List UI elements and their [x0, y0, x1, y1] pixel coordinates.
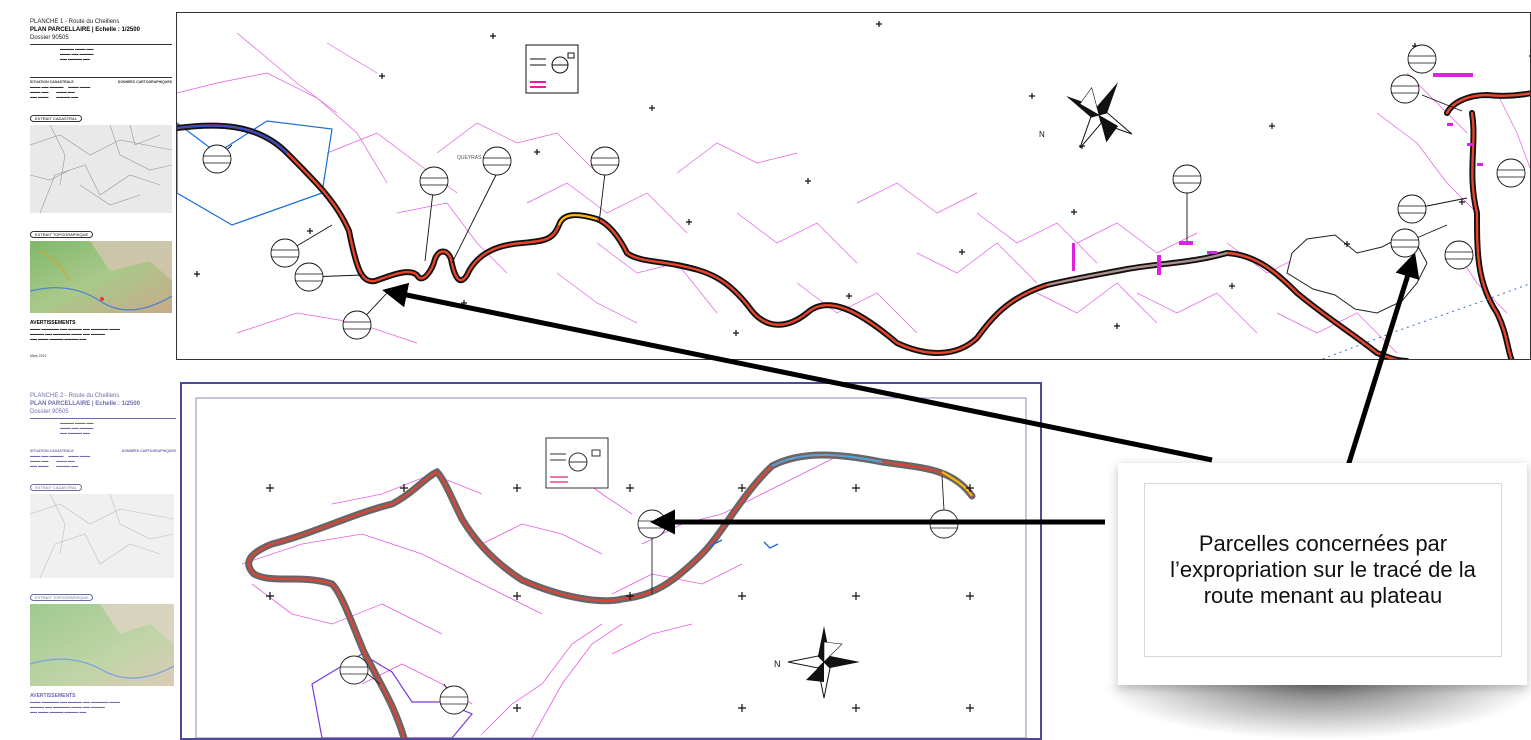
top-map-frame: N QUEYRAS	[176, 12, 1531, 360]
top-road-section-yellow	[558, 214, 598, 226]
bottom-avertissements-text: ▬▬▬ ▬▬▬▬▬ ▬▬ ▬▬▬▬ ▬▬ ▬▬▬▬▬ ▬▬▬ ▬▬▬▬ ▬▬ ▬▬…	[30, 700, 120, 714]
top-avertissements: AVERTISSEMENTS	[30, 320, 76, 326]
parcel-circle	[590, 146, 620, 176]
parcel-circle	[439, 685, 469, 715]
bottom-plan-title: PLAN PARCELLAIRE | Echelle : 1/2500	[30, 401, 140, 407]
parcel-circle	[929, 509, 959, 539]
top-parcel-callouts	[202, 44, 1526, 340]
bottom-cadastre-table: ▬▬▬ ▬▬ ▬▬▬▬ ▬▬▬ ▬▬▬ ▬▬▬ ▬▬ ▬▬▬ ▬▬ ▬▬ ▬▬▬ ▬…	[30, 454, 91, 468]
top-dossier: Dossier 90505	[30, 35, 69, 41]
parcel-circle	[1172, 164, 1202, 194]
divider	[30, 418, 176, 419]
top-extrait-topo-label: EXTRAIT TOPOGRAPHIQUE	[30, 231, 94, 238]
parcel-circle	[294, 262, 324, 292]
top-north-label: N	[1039, 130, 1045, 139]
top-road-section-grey	[1046, 252, 1228, 286]
callout-shadow	[1100, 684, 1531, 740]
top-plan-title: PLAN PARCELLAIRE | Echelle : 1/2500	[30, 27, 140, 33]
bottom-map-frame: N	[180, 382, 1042, 740]
top-sheet-label: PLANCHE 1 - Route du Cheillens	[30, 19, 120, 25]
bottom-avertissements: AVERTISSEMENTS	[30, 693, 76, 699]
divider	[30, 77, 172, 78]
callout-box: Parcelles concernées par l’expropriation…	[1118, 463, 1527, 685]
bottom-dossier: Dossier 90505	[30, 409, 69, 415]
parcel-circle	[637, 509, 667, 539]
bottom-road-section-yellow	[941, 471, 973, 497]
bottom-extrait-cadastral-label: EXTRAIT CADASTRAL	[30, 484, 82, 491]
bottom-donnees-cartographiques: DONNÉES CARTOGRAPHIQUES	[121, 449, 176, 453]
callout-text: Parcelles concernées par l’expropriation…	[1170, 531, 1476, 608]
parcel-circle	[342, 310, 372, 340]
bottom-cartouche: PLANCHE 2 - Route du Cheillens PLAN PARC…	[30, 392, 176, 740]
top-legend	[525, 44, 579, 94]
top-donnees-cartographiques: DONNÉES CARTOGRAPHIQUES	[117, 80, 172, 84]
bottom-grid-crosses	[266, 484, 974, 712]
parcel-circle	[1397, 194, 1427, 224]
parcel-circle	[202, 144, 232, 174]
top-north-arrow	[1066, 82, 1133, 149]
parcel-circle	[1444, 240, 1474, 270]
top-parcel-circle-dividers	[203, 55, 1525, 330]
bottom-situation-cadastrale: SITUATION CADASTRALE	[30, 449, 74, 453]
parcel-circle	[482, 146, 512, 176]
top-road-section-blue	[177, 124, 288, 154]
bottom-extrait-topo-label: EXTRAIT TOPOGRAPHIQUE	[30, 594, 94, 601]
bottom-road-inner	[247, 453, 974, 738]
top-road-outer	[177, 90, 1530, 359]
bottom-road-outer	[245, 451, 976, 738]
bottom-parcel-lines	[241, 453, 843, 738]
bottom-map: N	[195, 397, 1027, 738]
parcel-circle	[270, 238, 300, 268]
bottom-extrait-cadastral-image	[30, 494, 174, 578]
parcel-circle	[1390, 74, 1420, 104]
top-parcel-markers	[1072, 73, 1483, 275]
callout-inner: Parcelles concernées par l’expropriation…	[1144, 483, 1502, 657]
top-date: Mars 2021	[30, 353, 47, 358]
top-extrait-topo-image	[30, 241, 172, 313]
top-cadastre-table: ▬▬▬ ▬▬ ▬▬▬▬ ▬▬▬ ▬▬▬ ▬▬▬ ▬▬ ▬▬▬ ▬▬ ▬▬ ▬▬▬ ▬…	[30, 85, 91, 99]
top-extrait-cadastral-image	[30, 125, 172, 213]
bottom-extrait-topo-image	[30, 604, 174, 686]
divider	[30, 44, 172, 45]
bottom-address-block: ▬▬▬▬ ▬▬▬ ▬▬ ▬▬▬ ▬▬ ▬▬▬▬ ▬▬ ▬▬▬▬ ▬▬	[60, 421, 94, 435]
bottom-north-arrow	[787, 626, 860, 699]
bottom-legend	[545, 437, 609, 489]
top-parcel-lines	[177, 32, 1530, 354]
bottom-parcel-circle-dividers	[340, 520, 958, 705]
parcel-circle	[419, 166, 449, 196]
parcel-circle	[1496, 158, 1526, 188]
top-extrait-cadastral-label: EXTRAIT CADASTRAL	[30, 115, 82, 122]
top-situation-cadastrale: SITUATION CADASTRALE	[30, 80, 74, 84]
parcel-circle	[339, 655, 369, 685]
parcel-circle	[1407, 44, 1437, 74]
top-cartouche: PLANCHE 1 - Route du Cheillens PLAN PARC…	[30, 18, 172, 368]
top-avertissements-text: ▬▬▬ ▬▬▬▬▬ ▬▬ ▬▬▬▬ ▬▬ ▬▬▬▬▬ ▬▬▬ ▬▬▬▬ ▬▬ ▬▬…	[30, 327, 120, 341]
top-address-block: ▬▬▬▬ ▬▬▬ ▬▬ ▬▬▬ ▬▬ ▬▬▬▬ ▬▬ ▬▬▬▬ ▬▬	[60, 47, 94, 61]
top-parcel-name: QUEYRAS	[457, 155, 482, 161]
bottom-sheet-label: PLANCHE 2 - Route du Cheillens	[30, 393, 120, 399]
top-map: N QUEYRAS	[177, 21, 1530, 359]
bottom-road-markers	[709, 539, 779, 549]
bottom-north-label: N	[774, 659, 781, 669]
parcel-circle	[1390, 228, 1420, 258]
